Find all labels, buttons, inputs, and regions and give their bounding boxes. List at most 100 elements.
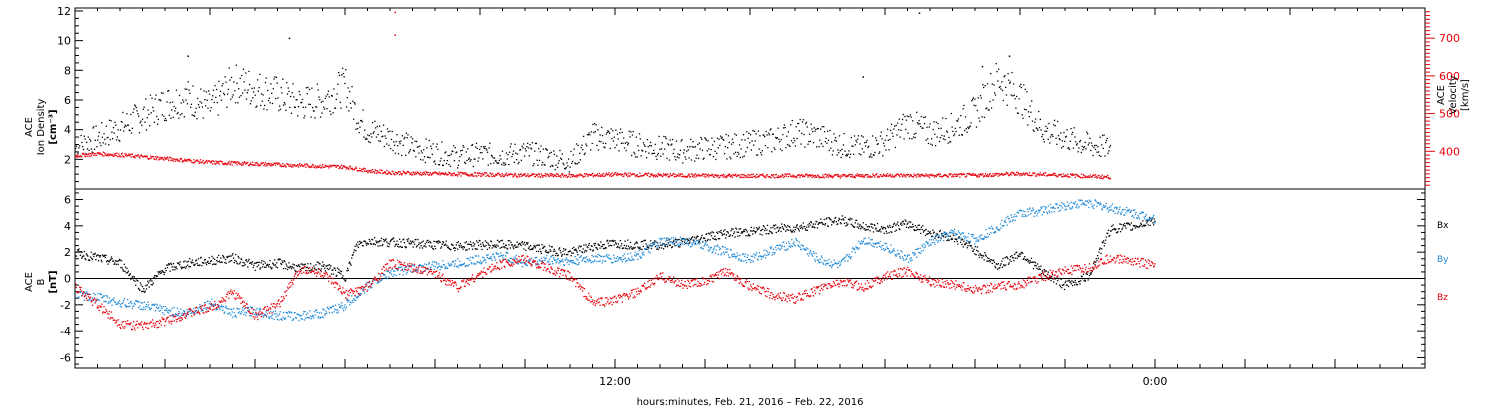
b-bx-point: [750, 226, 752, 229]
b-bx-point: [700, 238, 702, 240]
b-by-point: [149, 308, 151, 310]
velocity-point: [207, 160, 210, 162]
density-point: [527, 147, 530, 149]
velocity-point: [531, 173, 533, 175]
b-bx-point: [357, 246, 360, 248]
density-point: [185, 99, 187, 101]
velocity-point: [1109, 177, 1112, 179]
density-point: [392, 149, 394, 152]
b-bx-point: [581, 251, 583, 253]
density-point: [586, 145, 588, 147]
velocity-point: [351, 168, 353, 170]
velocity-point: [775, 173, 777, 176]
velocity-point: [646, 173, 648, 175]
velocity-point: [153, 158, 155, 160]
velocity-point: [951, 176, 953, 178]
b-bx-point: [482, 244, 484, 246]
b-bx-point: [692, 239, 694, 241]
density-point: [1009, 81, 1012, 83]
b-bx-point: [544, 251, 547, 253]
velocity-point: [217, 162, 219, 164]
velocity-point: [88, 152, 90, 155]
velocity-point: [869, 175, 871, 177]
velocity-point: [463, 172, 465, 174]
b-bx-point: [1145, 220, 1147, 222]
velocity-point: [824, 173, 826, 176]
b-bx-point: [523, 241, 526, 244]
b-bx-point: [1061, 287, 1063, 289]
density-point: [1031, 100, 1033, 102]
density-point: [359, 126, 361, 128]
velocity-point: [504, 173, 507, 176]
b-bx-point: [853, 225, 855, 228]
density-point: [127, 124, 130, 126]
velocity-point: [328, 167, 330, 169]
b-bx-point: [447, 246, 449, 248]
density-point: [666, 157, 668, 160]
velocity-point: [209, 160, 211, 163]
b-bx-point: [621, 243, 623, 245]
velocity-point: [333, 164, 335, 167]
b-bx-point: [729, 235, 731, 237]
b-bx-point: [1090, 272, 1093, 274]
density-point: [190, 103, 193, 105]
velocity-point: [1015, 174, 1017, 176]
density-point: [984, 85, 986, 87]
b-by-point: [86, 292, 88, 294]
density-point: [942, 138, 945, 140]
velocity-point: [114, 152, 117, 155]
velocity-point: [439, 174, 441, 176]
velocity-point: [894, 174, 896, 176]
b-by-point: [225, 305, 227, 307]
top-left-tick-label: 6: [64, 94, 71, 107]
density-point: [172, 116, 174, 118]
b-bx-point: [195, 260, 197, 262]
velocity-point: [324, 166, 326, 168]
velocity-point: [478, 172, 480, 174]
density-point: [796, 137, 798, 140]
density-point: [231, 96, 234, 98]
density-point: [1087, 144, 1090, 146]
b-by-point: [212, 303, 214, 306]
velocity-point: [1074, 174, 1076, 176]
velocity-point: [1064, 174, 1066, 176]
density-point: [617, 138, 619, 140]
b-bx-point: [999, 267, 1001, 269]
velocity-point: [246, 162, 248, 164]
b-bx-point: [793, 226, 795, 229]
velocity-point: [104, 153, 106, 155]
b-bx-point: [367, 243, 369, 245]
b-bx-point: [1115, 228, 1117, 230]
velocity-point: [611, 172, 613, 174]
velocity-point: [168, 159, 170, 162]
velocity-point: [360, 170, 362, 172]
velocity-point: [345, 166, 347, 168]
b-by-point: [187, 311, 189, 313]
density-point: [1097, 146, 1099, 148]
density-point: [330, 94, 333, 97]
b-bx-point: [89, 259, 91, 261]
velocity-point: [972, 172, 975, 175]
velocity-point: [926, 175, 929, 177]
density-point: [938, 127, 940, 130]
b-bx-point: [419, 242, 422, 244]
b-bx-point: [100, 259, 102, 261]
b-bx-point: [1130, 222, 1132, 224]
top-left-tick-label: 12: [57, 5, 71, 18]
velocity-point: [610, 173, 612, 175]
b-bx-point: [518, 242, 520, 245]
velocity-point: [930, 173, 932, 175]
velocity-point: [780, 175, 782, 177]
density-point: [541, 164, 543, 166]
b-bx-point: [845, 225, 847, 227]
density-point: [665, 137, 667, 140]
density-point: [187, 55, 189, 57]
velocity-point: [491, 175, 493, 178]
velocity-point: [308, 165, 310, 168]
velocity-point: [795, 176, 798, 179]
velocity-point: [237, 161, 239, 163]
velocity-point: [398, 170, 400, 173]
b-bx-point: [159, 270, 161, 273]
b-bx-point: [625, 247, 627, 249]
velocity-point: [796, 175, 798, 177]
